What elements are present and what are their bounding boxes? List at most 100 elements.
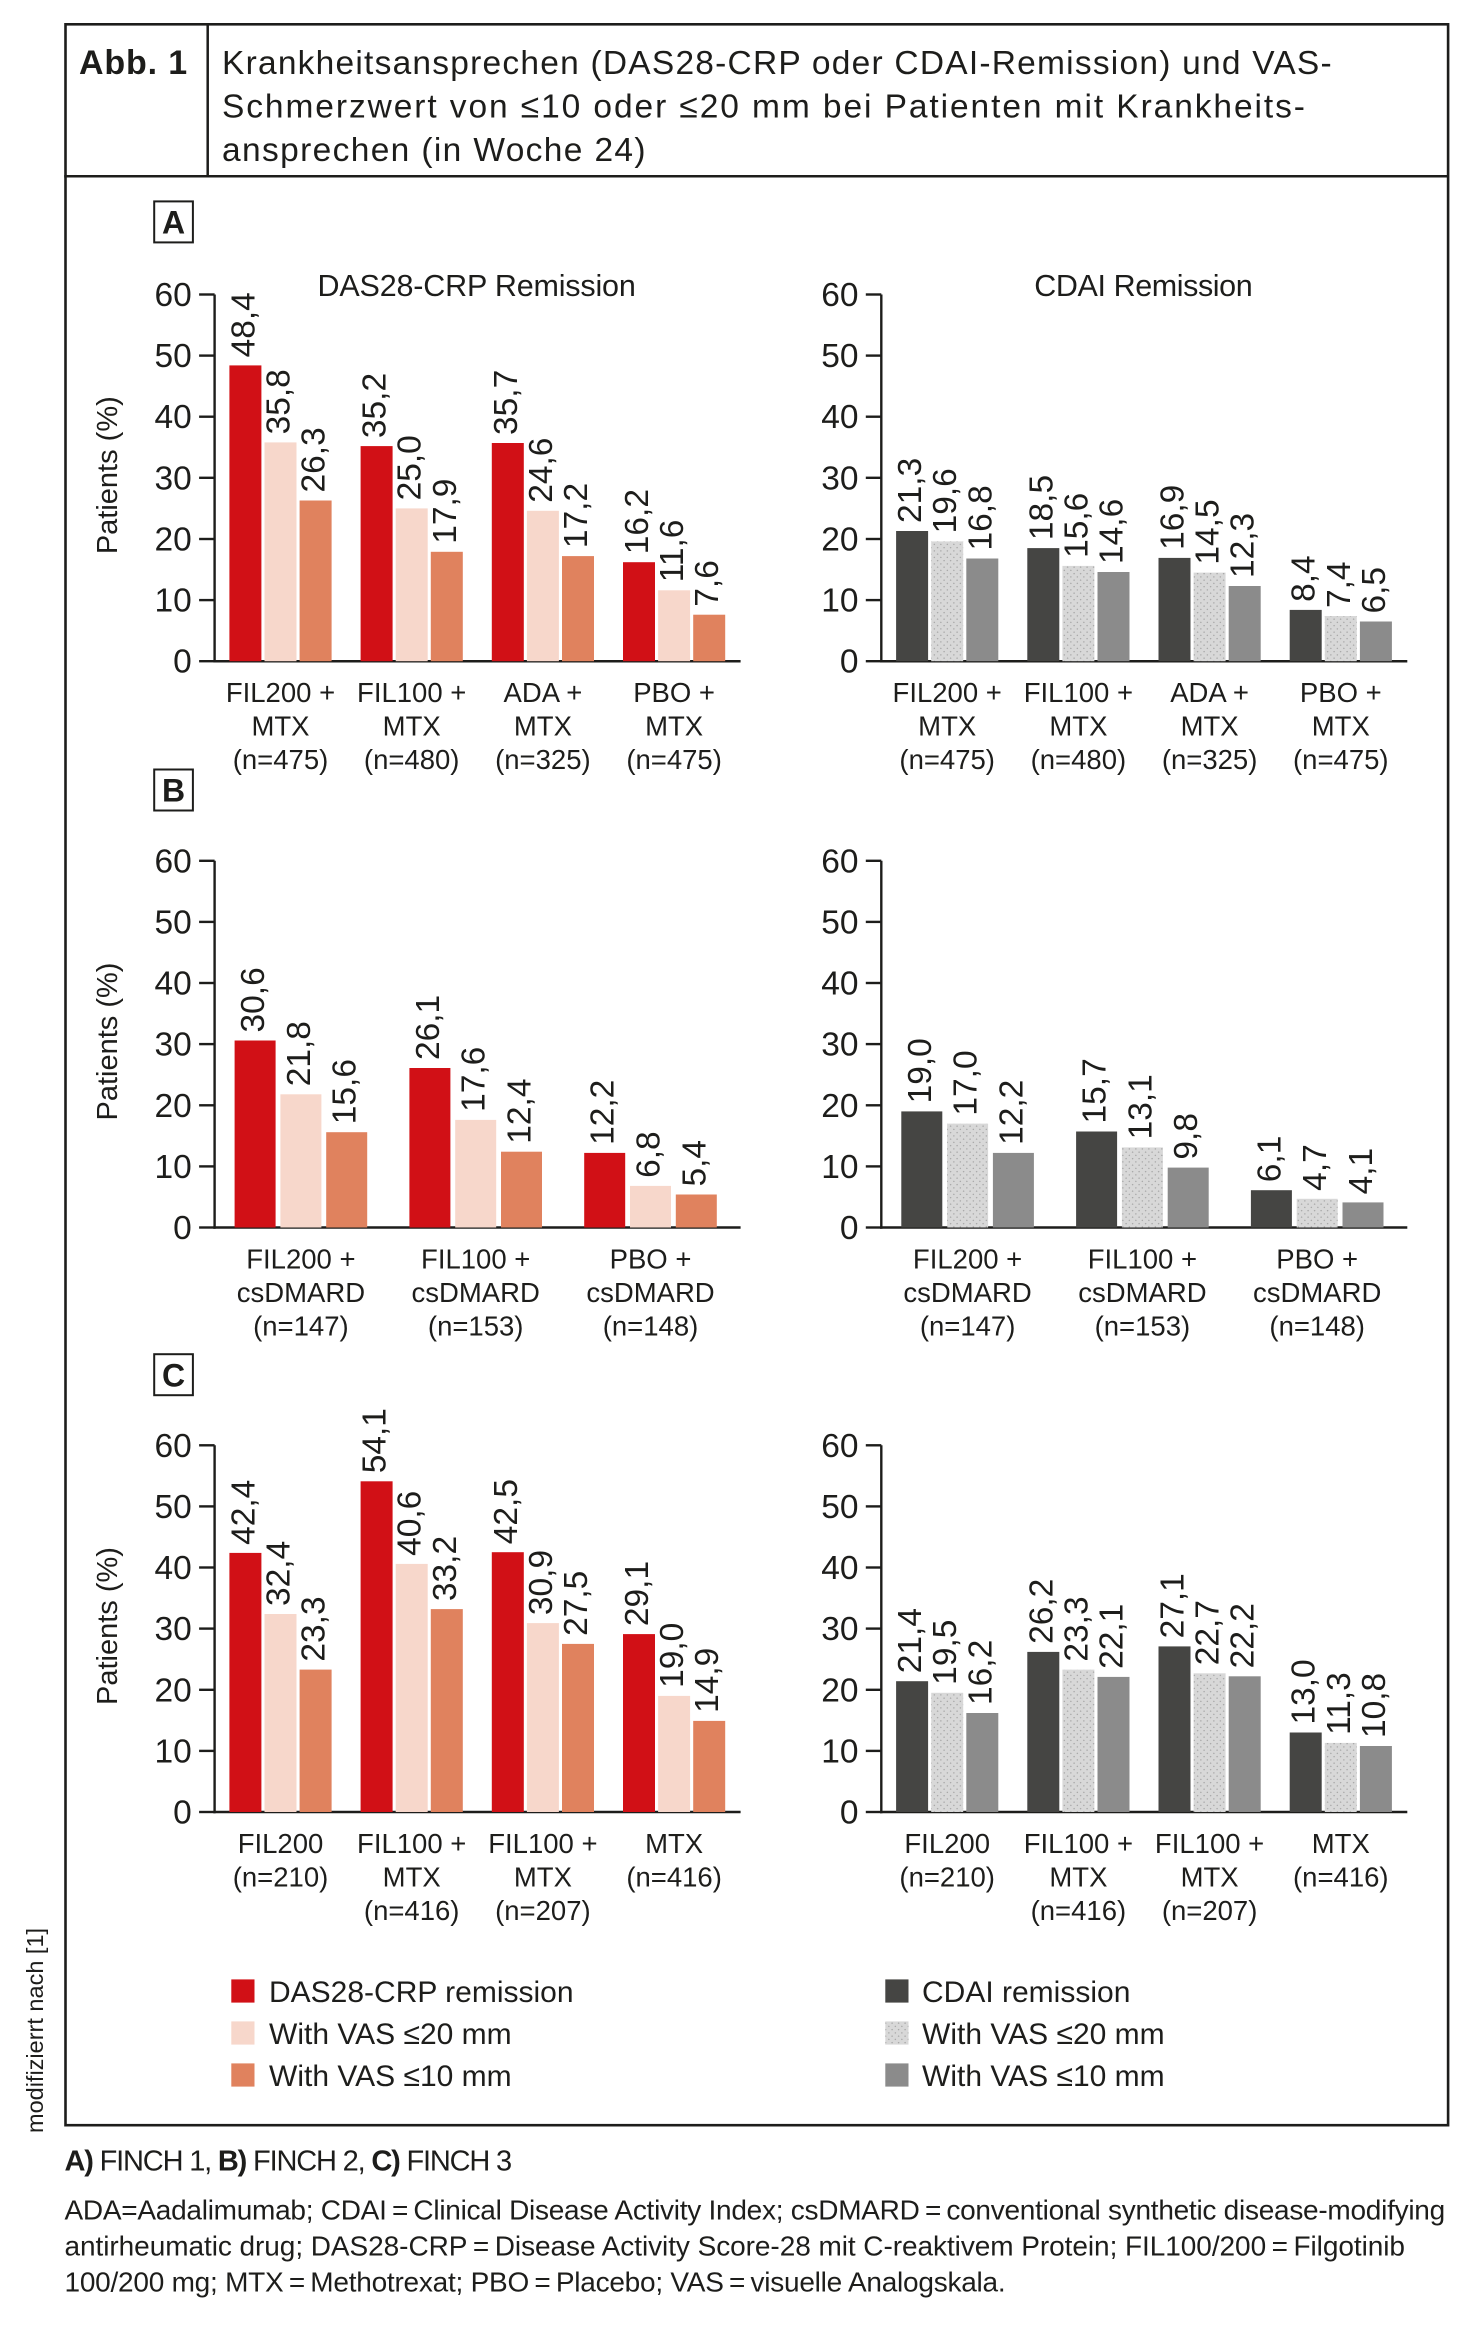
svg-text:10: 10	[821, 583, 858, 620]
svg-text:MTX: MTX	[1312, 711, 1370, 742]
svg-text:26,3: 26,3	[296, 427, 333, 492]
svg-text:40: 40	[821, 399, 858, 436]
svg-text:42,4: 42,4	[225, 1480, 262, 1545]
svg-text:10: 10	[155, 583, 192, 620]
svg-text:FIL100 +: FIL100 +	[488, 1828, 597, 1859]
svg-text:21,3: 21,3	[892, 458, 929, 523]
svg-text:C: C	[162, 1357, 185, 1393]
svg-text:A: A	[162, 205, 185, 241]
svg-text:13,1: 13,1	[1122, 1074, 1159, 1139]
svg-text:30: 30	[155, 460, 192, 497]
svg-text:17,0: 17,0	[948, 1050, 985, 1115]
svg-text:20: 20	[821, 522, 858, 559]
svg-text:(n=147): (n=147)	[253, 1310, 349, 1341]
svg-text:30: 30	[155, 1611, 192, 1648]
svg-text:B: B	[162, 773, 185, 809]
svg-text:50: 50	[155, 904, 192, 941]
svg-text:(n=148): (n=148)	[1269, 1310, 1365, 1341]
svg-text:ADA=Aadalimumab; CDAI = Clinic: ADA=Aadalimumab; CDAI = Clinical Disease…	[65, 2194, 1445, 2225]
svg-text:7,6: 7,6	[689, 560, 726, 607]
svg-text:(n=475): (n=475)	[626, 744, 722, 775]
svg-text:33,2: 33,2	[427, 1536, 464, 1601]
svg-text:MTX: MTX	[383, 711, 441, 742]
svg-text:15,6: 15,6	[1058, 493, 1095, 558]
svg-text:csDMARD: csDMARD	[1078, 1277, 1206, 1308]
svg-text:(n=153): (n=153)	[1095, 1310, 1191, 1341]
svg-text:DAS28-CRP Remission: DAS28-CRP Remission	[318, 269, 636, 303]
svg-text:10,8: 10,8	[1356, 1673, 1393, 1738]
svg-text:FIL100 +: FIL100 +	[1024, 677, 1133, 708]
svg-text:MTX: MTX	[918, 711, 976, 742]
svg-text:(n=153): (n=153)	[428, 1310, 524, 1341]
svg-text:FIL200 +: FIL200 +	[913, 1244, 1022, 1275]
svg-text:0: 0	[173, 1795, 192, 1832]
svg-text:MTX: MTX	[1049, 1861, 1107, 1892]
svg-text:(n=480): (n=480)	[364, 744, 460, 775]
svg-text:11,3: 11,3	[1321, 1672, 1358, 1735]
svg-text:MTX: MTX	[1049, 711, 1107, 742]
svg-text:MTX: MTX	[1181, 1861, 1239, 1892]
svg-text:19,5: 19,5	[927, 1620, 964, 1685]
svg-text:16,8: 16,8	[962, 485, 999, 550]
svg-text:csDMARD: csDMARD	[586, 1277, 714, 1308]
svg-text:12,4: 12,4	[502, 1078, 539, 1143]
svg-text:30: 30	[821, 1611, 858, 1648]
svg-text:23,3: 23,3	[296, 1596, 333, 1661]
svg-text:35,2: 35,2	[357, 373, 394, 438]
svg-text:30: 30	[155, 1027, 192, 1064]
svg-text:19,0: 19,0	[654, 1623, 691, 1688]
svg-text:(n=148): (n=148)	[603, 1310, 699, 1341]
svg-text:Krankheitsansprechen (DAS28-CR: Krankheitsansprechen (DAS28-CRP oder CDA…	[222, 45, 1333, 82]
svg-text:7,4: 7,4	[1321, 561, 1358, 608]
svg-text:60: 60	[821, 843, 858, 880]
svg-text:MTX: MTX	[514, 711, 572, 742]
svg-text:40: 40	[155, 399, 192, 436]
svg-text:(n=416): (n=416)	[1031, 1895, 1127, 1926]
svg-text:60: 60	[821, 277, 858, 314]
svg-text:30,6: 30,6	[235, 967, 272, 1032]
svg-text:27,1: 27,1	[1155, 1573, 1192, 1638]
svg-text:MTX: MTX	[251, 711, 309, 742]
svg-text:With VAS ≤20 mm: With VAS ≤20 mm	[269, 2018, 512, 2051]
svg-text:modifizierrt nach [1]: modifizierrt nach [1]	[22, 1928, 48, 2133]
svg-text:(n=475): (n=475)	[1293, 744, 1389, 775]
svg-text:21,4: 21,4	[892, 1608, 929, 1673]
svg-text:17,6: 17,6	[456, 1047, 493, 1112]
svg-text:60: 60	[155, 843, 192, 880]
svg-text:FIL100 +: FIL100 +	[357, 1828, 466, 1859]
svg-text:MTX: MTX	[514, 1861, 572, 1892]
svg-text:(n=325): (n=325)	[1162, 744, 1258, 775]
svg-text:30: 30	[821, 460, 858, 497]
svg-text:13,0: 13,0	[1286, 1659, 1323, 1724]
svg-text:54,1: 54,1	[357, 1408, 394, 1473]
svg-text:42,5: 42,5	[488, 1479, 525, 1544]
svg-text:CDAI Remission: CDAI Remission	[1034, 269, 1252, 303]
svg-text:40: 40	[155, 1550, 192, 1587]
svg-text:FIL100 +: FIL100 +	[357, 677, 466, 708]
svg-text:11,6: 11,6	[654, 520, 691, 583]
svg-text:21,8: 21,8	[281, 1021, 318, 1086]
svg-text:(n=480): (n=480)	[1031, 744, 1127, 775]
svg-text:5,4: 5,4	[676, 1140, 713, 1187]
svg-text:(n=210): (n=210)	[899, 1861, 995, 1892]
svg-text:(n=416): (n=416)	[364, 1895, 460, 1926]
svg-text:(n=207): (n=207)	[1162, 1895, 1258, 1926]
svg-text:16,9: 16,9	[1155, 485, 1192, 550]
svg-text:30,9: 30,9	[523, 1550, 560, 1615]
svg-text:FIL100 +: FIL100 +	[1088, 1244, 1197, 1275]
svg-text:19,6: 19,6	[927, 468, 964, 533]
svg-text:csDMARD: csDMARD	[1253, 1277, 1381, 1308]
svg-text:(n=416): (n=416)	[626, 1861, 722, 1892]
svg-text:27,5: 27,5	[558, 1571, 595, 1636]
svg-text:4,1: 4,1	[1343, 1148, 1380, 1195]
svg-text:50: 50	[821, 904, 858, 941]
svg-text:csDMARD: csDMARD	[237, 1277, 365, 1308]
svg-text:Patients (%): Patients (%)	[92, 396, 124, 554]
svg-text:40: 40	[155, 966, 192, 1003]
svg-text:PBO +: PBO +	[1276, 1244, 1358, 1275]
svg-text:PBO +: PBO +	[633, 677, 715, 708]
svg-text:10: 10	[155, 1733, 192, 1770]
svg-text:12,2: 12,2	[585, 1080, 622, 1145]
svg-text:40: 40	[821, 966, 858, 1003]
svg-text:FIL200 +: FIL200 +	[246, 1244, 355, 1275]
